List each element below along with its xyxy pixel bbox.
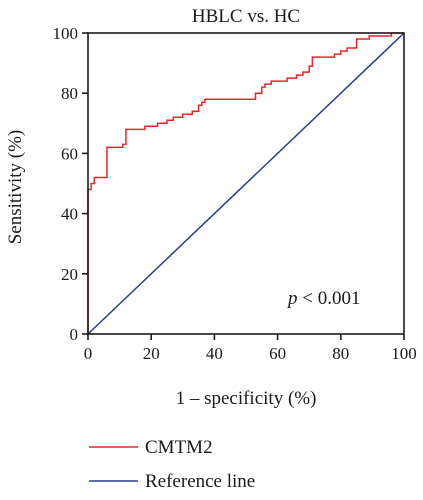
y-tick-label: 60 [61, 144, 78, 163]
x-tick-label: 100 [391, 344, 417, 363]
x-tick-label: 80 [332, 344, 349, 363]
x-tick-label: 0 [84, 344, 93, 363]
y-tick-label: 40 [61, 205, 78, 224]
y-tick-label: 80 [61, 84, 78, 103]
legend-label-cmtm2: CMTM2 [145, 437, 213, 458]
plot-frame [87, 32, 405, 335]
legend-label-reference: Reference line [145, 471, 255, 492]
y-tick-label: 20 [61, 265, 78, 284]
plot-series-group [87, 32, 405, 335]
ticks-group: 0 20 40 60 80 100 0 20 40 60 80 100 [53, 24, 417, 363]
x-tick-label: 40 [206, 344, 223, 363]
x-tick-label: 60 [269, 344, 286, 363]
chart-title: HBLC vs. HC [192, 6, 300, 27]
x-tick-label: 20 [143, 344, 160, 363]
y-tick-label: 100 [53, 24, 79, 43]
p-value-text: < 0.001 [298, 288, 361, 309]
legend: CMTM2 Reference line [89, 437, 255, 492]
axes-group [87, 32, 405, 335]
y-axis-title: Sensitivity (%) [5, 130, 26, 245]
series-line-cmtm2 [87, 32, 404, 334]
series-line-reference [87, 32, 405, 335]
x-axis-title: 1 – specificity (%) [176, 388, 317, 409]
p-value-annotation: p < 0.001 [286, 288, 360, 309]
y-tick-label: 0 [70, 325, 79, 344]
p-value-symbol: p [286, 288, 298, 309]
